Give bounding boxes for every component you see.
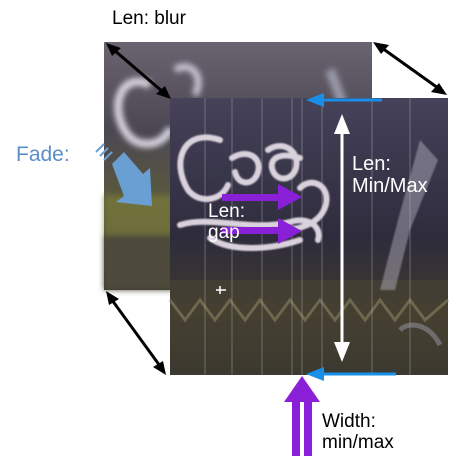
label-len-min-max-line1: Len: bbox=[352, 153, 391, 175]
label-len-gap: Len: gap bbox=[208, 201, 245, 243]
label-len-gap-line1: Len: bbox=[208, 201, 245, 222]
length-min-max-white-arrow-icon bbox=[334, 114, 350, 362]
blur-arrow-bottom-left-icon bbox=[106, 291, 166, 375]
label-width-min-max-line1: Width: bbox=[322, 411, 376, 432]
width-purple-up-arrow-icon bbox=[284, 376, 320, 456]
blur-arrow-top-right-icon bbox=[373, 42, 447, 95]
label-len-gap-line2: gap bbox=[208, 221, 240, 243]
blur-arrow-top-left-icon bbox=[106, 43, 171, 99]
label-width-min-max: Width: min/max bbox=[322, 411, 394, 453]
min-max-top-blue-arrow-icon bbox=[306, 93, 382, 107]
label-len-blur: Len: blur bbox=[112, 8, 186, 29]
gap-purple-arrows-icon bbox=[222, 184, 302, 244]
label-width-min-max-line2: min/max bbox=[322, 431, 394, 453]
label-len-min-max-line2: Min/Max bbox=[352, 174, 428, 197]
fade-blue-arrow-icon bbox=[95, 143, 152, 206]
label-len-min-max: Len: Min/Max bbox=[352, 153, 428, 197]
label-fade: Fade: bbox=[16, 143, 70, 166]
min-max-bottom-blue-arrow-icon bbox=[306, 367, 396, 381]
neon-sign-frame-image bbox=[168, 98, 449, 375]
